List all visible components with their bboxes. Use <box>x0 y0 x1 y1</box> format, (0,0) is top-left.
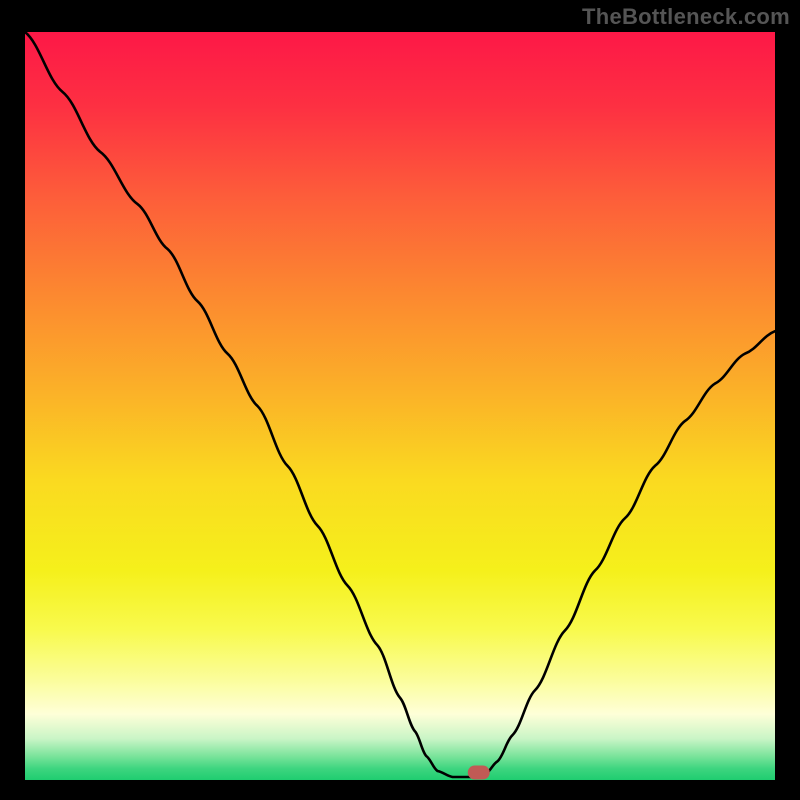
chart-container: TheBottleneck.com <box>0 0 800 800</box>
plot-background <box>25 32 775 780</box>
bottleneck-chart <box>0 0 800 800</box>
optimal-marker <box>468 766 490 780</box>
watermark-text: TheBottleneck.com <box>582 4 790 30</box>
